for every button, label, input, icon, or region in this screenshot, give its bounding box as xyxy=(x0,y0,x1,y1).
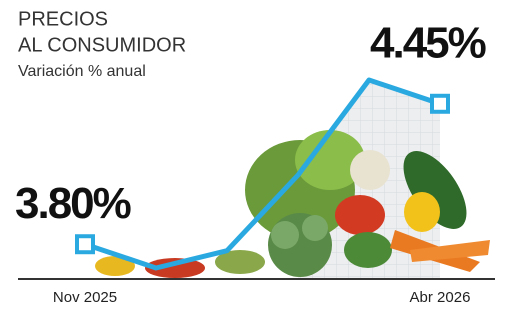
title-line: AL CONSUMIDOR xyxy=(18,34,186,56)
marker xyxy=(432,96,448,112)
value-label: 4.45% xyxy=(370,18,486,67)
marker xyxy=(77,236,93,252)
x-tick-label: Abr 2026 xyxy=(410,289,471,306)
page: PRECIOS AL CONSUMIDOR Variación % anual … xyxy=(0,0,512,312)
chart: PRECIOS AL CONSUMIDOR Variación % anual … xyxy=(0,0,512,312)
value-label: 3.80% xyxy=(15,179,131,228)
x-tick-label: Nov 2025 xyxy=(53,289,117,306)
title-line: PRECIOS xyxy=(18,8,108,30)
subtitle: Variación % anual xyxy=(18,63,146,80)
